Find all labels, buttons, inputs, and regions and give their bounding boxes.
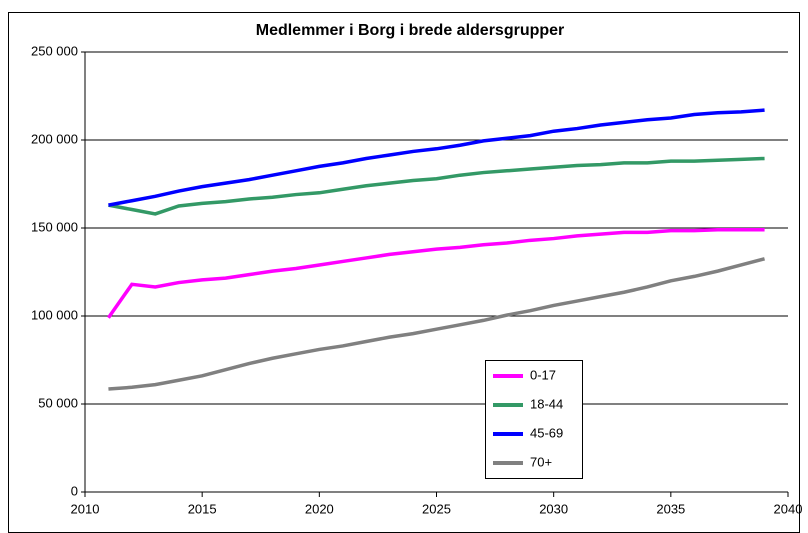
x-tick-label: 2020 bbox=[305, 501, 334, 516]
series-line bbox=[108, 108, 765, 207]
x-tick-label: 2035 bbox=[656, 501, 685, 516]
legend-box bbox=[485, 360, 583, 479]
chart-frame bbox=[8, 12, 800, 533]
series-line bbox=[108, 156, 765, 216]
y-tick-label: 0 bbox=[71, 483, 78, 498]
y-tick-label: 250 000 bbox=[31, 43, 78, 58]
legend-label: 45-69 bbox=[530, 425, 563, 440]
legend-label: 18-44 bbox=[530, 396, 563, 411]
y-tick-label: 200 000 bbox=[31, 131, 78, 146]
x-tick-label: 2010 bbox=[71, 501, 100, 516]
y-tick-label: 100 000 bbox=[31, 307, 78, 322]
chart-title: Medlemmer i Borg i brede aldersgrupper bbox=[256, 22, 565, 39]
x-tick-label: 2040 bbox=[774, 501, 803, 516]
x-tick-label: 2015 bbox=[188, 501, 217, 516]
series-line bbox=[108, 257, 766, 391]
series-line bbox=[106, 228, 765, 319]
x-tick-label: 2025 bbox=[422, 501, 451, 516]
x-tick-label: 2030 bbox=[539, 501, 568, 516]
legend-label: 70+ bbox=[530, 454, 552, 469]
y-tick-label: 50 000 bbox=[38, 395, 78, 410]
legend-label: 0-17 bbox=[530, 367, 556, 382]
y-tick-label: 150 000 bbox=[31, 219, 78, 234]
